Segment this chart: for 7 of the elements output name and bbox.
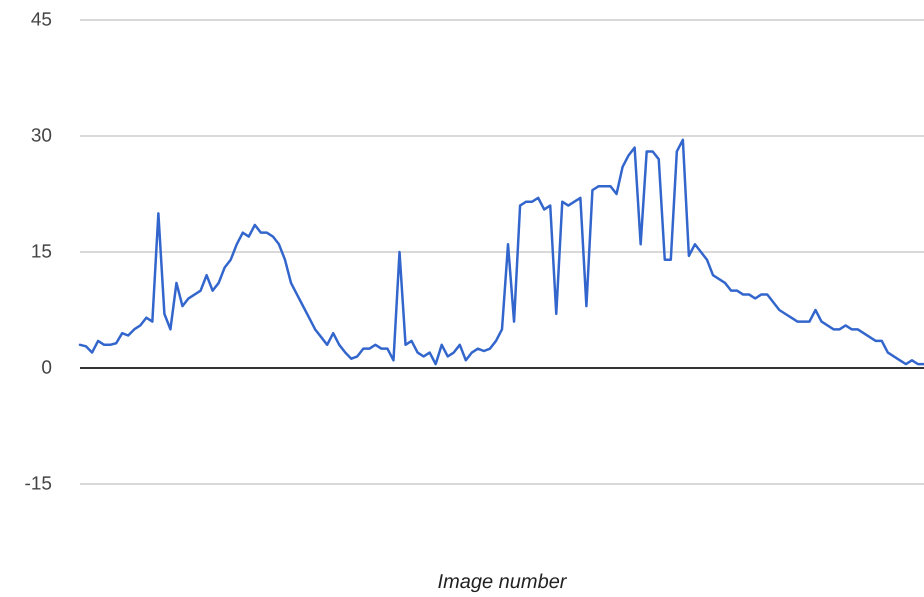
y-tick-label: 45 [30, 10, 52, 30]
x-axis-title: Image number [438, 571, 568, 593]
y-tick-label: 0 [41, 358, 52, 378]
y-tick-label: 15 [30, 242, 52, 262]
y-tick-label: 30 [30, 126, 52, 146]
line-series [78, 138, 924, 366]
y-tick-label: -15 [24, 474, 52, 494]
